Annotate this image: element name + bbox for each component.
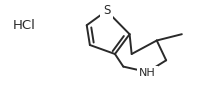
Text: NH: NH <box>139 68 156 78</box>
Text: HCl: HCl <box>13 19 36 32</box>
Text: S: S <box>103 4 110 17</box>
